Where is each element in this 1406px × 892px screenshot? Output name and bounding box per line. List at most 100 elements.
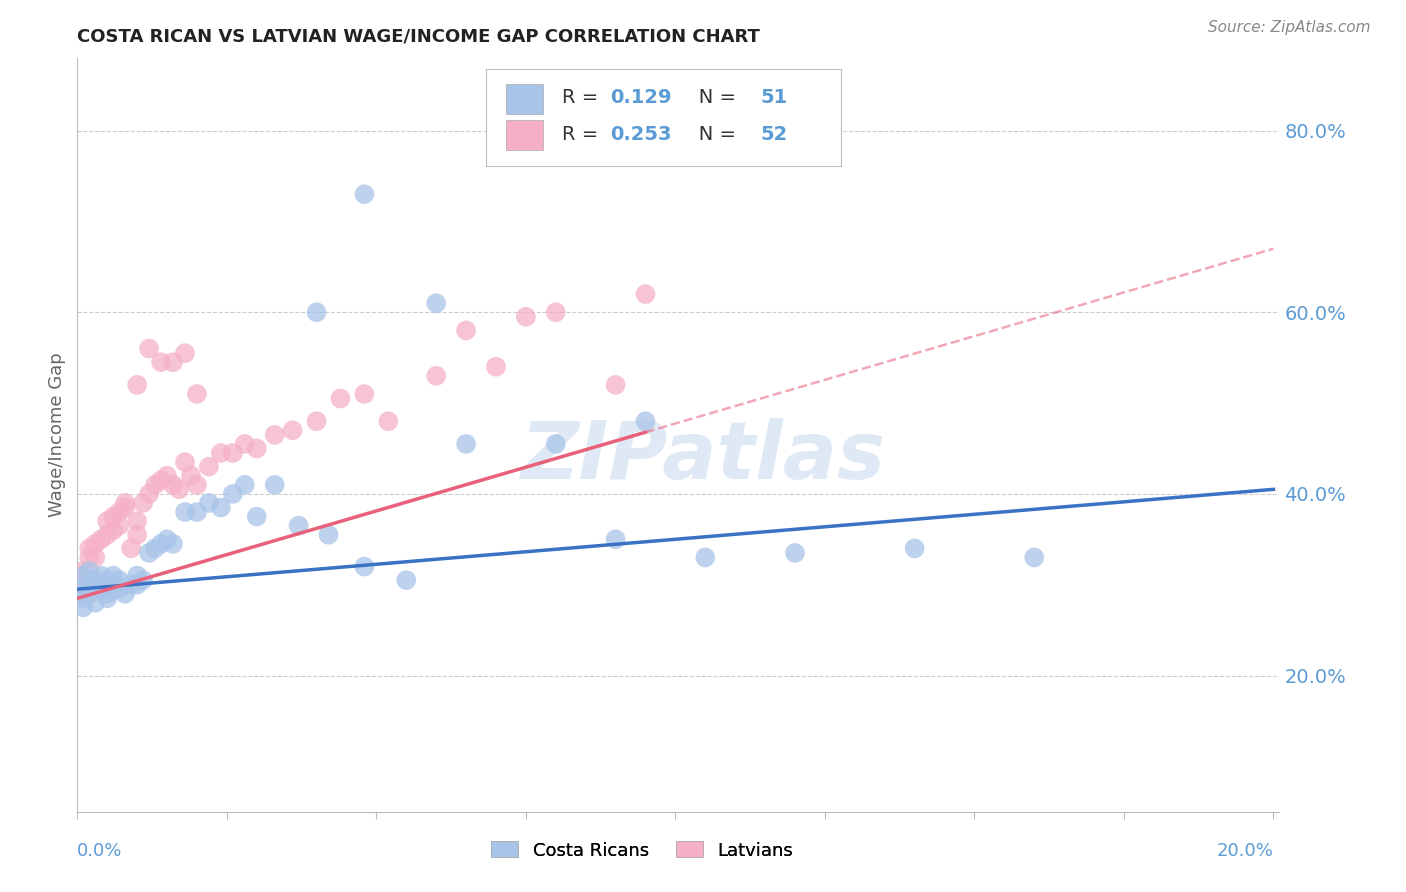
Point [150,537,173,551]
Point [281,423,304,437]
Point [544,437,567,451]
Point [96,587,118,601]
Point [198,496,221,510]
Point [90,582,112,597]
Point [79,587,101,601]
Point [695,550,717,565]
Point [156,533,179,547]
Point [634,287,657,301]
Text: 0.0%: 0.0% [77,842,122,860]
Point [96,514,118,528]
Point [150,355,173,369]
Point [605,533,627,547]
Point [605,378,627,392]
Point [167,483,190,497]
Point [108,505,131,519]
Point [263,427,285,442]
Point [174,455,197,469]
Y-axis label: Wage/Income Gap: Wage/Income Gap [48,352,66,517]
Point [120,577,142,591]
Legend: Costa Ricans, Latvians: Costa Ricans, Latvians [484,834,800,867]
Point [72,564,94,578]
Point [90,568,112,582]
Point [114,587,136,601]
Point [162,477,184,491]
Point [127,568,149,582]
Point [114,500,136,515]
Point [454,323,477,337]
Point [263,477,285,491]
Point [1024,550,1046,565]
FancyBboxPatch shape [506,84,543,114]
Point [138,342,160,356]
Point [353,387,375,401]
Point [395,573,418,587]
Point [84,537,107,551]
Point [72,587,94,601]
Point [72,591,94,606]
Point [305,305,328,319]
Point [114,496,136,510]
Point [305,414,328,428]
Point [90,533,112,547]
Point [72,568,94,582]
Point [174,346,197,360]
Point [198,459,221,474]
Point [904,541,927,556]
Text: R =: R = [562,88,605,107]
Point [79,564,101,578]
Text: N =: N = [679,125,742,144]
Point [233,477,256,491]
Point [127,514,149,528]
Text: ZIPatlas: ZIPatlas [520,418,884,497]
Point [96,527,118,541]
Point [138,546,160,560]
Point [246,509,269,524]
Point [108,518,131,533]
Point [84,596,107,610]
Point [127,577,149,591]
Point [120,541,142,556]
Text: COSTA RICAN VS LATVIAN WAGE/INCOME GAP CORRELATION CHART: COSTA RICAN VS LATVIAN WAGE/INCOME GAP C… [77,28,761,45]
Point [485,359,508,374]
Text: R =: R = [562,125,605,144]
Point [132,573,155,587]
Text: 20.0%: 20.0% [1216,842,1274,860]
Point [544,305,567,319]
Point [246,442,269,456]
Point [72,582,94,597]
Point [454,437,477,451]
Point [162,537,184,551]
Point [425,368,447,383]
Point [108,573,131,587]
Point [103,582,125,597]
Point [79,550,101,565]
Text: Source: ZipAtlas.com: Source: ZipAtlas.com [1208,20,1371,35]
Point [353,187,375,202]
Point [318,527,340,541]
Point [72,600,94,615]
FancyBboxPatch shape [486,70,841,166]
Point [180,468,202,483]
Point [96,591,118,606]
Text: 0.253: 0.253 [610,125,672,144]
Point [222,487,245,501]
Point [108,582,131,597]
Point [209,500,232,515]
Point [138,487,160,501]
Point [127,378,149,392]
Point [186,387,208,401]
Point [186,505,208,519]
Point [353,559,375,574]
Point [103,568,125,582]
FancyBboxPatch shape [506,120,543,150]
Point [634,414,657,428]
Point [377,414,399,428]
Text: N =: N = [679,88,742,107]
Point [425,296,447,310]
Point [174,505,197,519]
Point [209,446,232,460]
Point [103,523,125,537]
Point [150,473,173,487]
Point [287,518,309,533]
